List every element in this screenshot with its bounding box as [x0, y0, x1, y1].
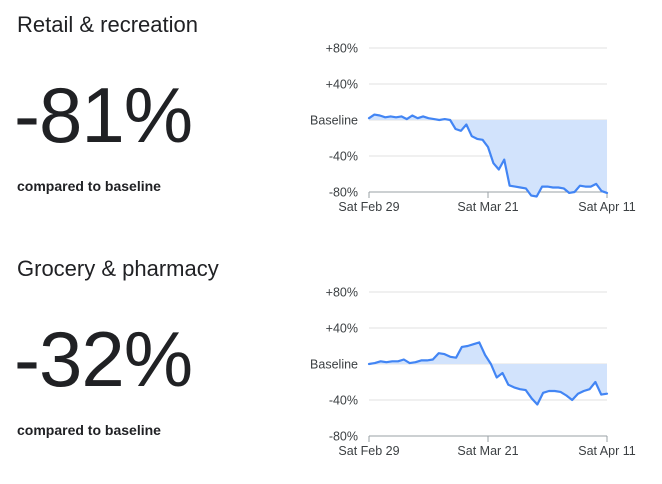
baseline-area	[369, 114, 607, 197]
y-tick-label: +80%	[326, 42, 358, 56]
y-tick-label: +40%	[326, 322, 358, 336]
y-tick-label: -40%	[329, 150, 358, 164]
headline-caption: compared to baseline	[17, 422, 161, 438]
x-tick-label: Sat Apr 11	[578, 200, 635, 214]
y-tick-label: +80%	[326, 286, 358, 300]
retail-chart: +80% +40% Baseline -40% -80%Sat Feb 29 Sat Ma…	[310, 42, 636, 215]
y-tick-label: -40%	[329, 394, 358, 408]
grocery-section: Grocery & pharmacy -32% compared to base…	[0, 244, 662, 484]
headline-caption: compared to baseline	[17, 178, 161, 194]
x-tick-label: Sat Feb 29	[338, 200, 399, 214]
x-tick-label: Sat Feb 29	[338, 444, 399, 458]
x-tick-label: Sat Apr 11	[578, 444, 635, 458]
retail-section: Retail & recreation -81% compared to bas…	[0, 0, 662, 240]
section-title: Retail & recreation	[17, 12, 198, 37]
y-tick-label: Baseline	[310, 114, 358, 128]
headline-value: -32%	[14, 315, 193, 403]
y-tick-label: Baseline	[310, 358, 358, 372]
series-line	[367, 341, 609, 406]
y-tick-label: -80%	[329, 186, 358, 200]
section-title: Grocery & pharmacy	[17, 256, 219, 281]
y-tick-label: -80%	[329, 430, 358, 444]
x-tick-label: Sat Mar 21	[457, 444, 518, 458]
grocery-chart: +80% +40% Baseline -40% -80%Sat Feb 29 Sat Ma…	[310, 286, 636, 459]
x-tick-label: Sat Mar 21	[457, 200, 518, 214]
series-line	[367, 113, 609, 198]
headline-value: -81%	[14, 71, 193, 159]
baseline-area	[369, 342, 607, 405]
y-tick-label: +40%	[326, 78, 358, 92]
